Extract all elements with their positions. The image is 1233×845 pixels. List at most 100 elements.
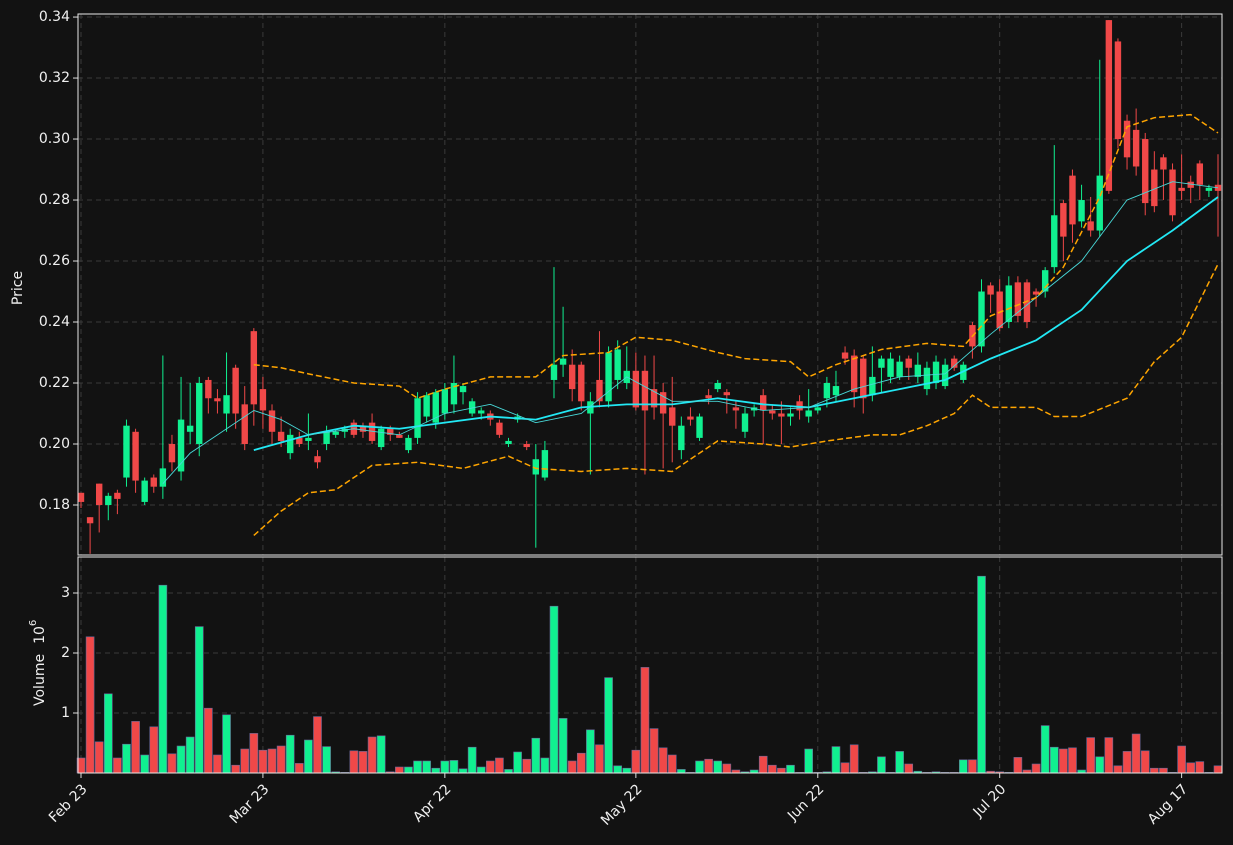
candle-body [914,364,922,377]
volume-bar [1059,748,1068,774]
volume-unit-exponent: 6 [28,620,39,626]
volume-bar [185,736,195,774]
candle-body [268,410,276,432]
candle-body [223,395,230,414]
candle-body [377,428,385,448]
candle-body [1005,285,1012,323]
candle-body [432,392,439,423]
volume-bar [1104,737,1114,774]
volume-bar [904,763,914,774]
volume-bar [713,760,723,774]
volume-bar [1013,757,1023,774]
volume-bar [831,746,841,774]
volume-bar [576,752,586,774]
candle-body [732,407,740,411]
candle-body [850,355,858,393]
volume-bar [1213,765,1223,774]
volume-bar [1177,745,1186,774]
candle-body [705,395,712,399]
candle-body [687,416,694,420]
y-tick-label: 0.22 [39,375,70,391]
volume-bar [167,753,177,774]
candle-body [123,425,130,478]
volume-bar [840,762,850,774]
candle-body [659,392,667,414]
volume-bar [1113,765,1123,774]
candle-body [405,437,412,451]
volume-bar [304,739,313,774]
candle-body [332,431,339,435]
indicator-line [253,113,1219,400]
candle-body [1114,41,1122,140]
volume-bar [222,714,231,774]
indicator-line [162,181,1219,484]
volume-bar [777,767,786,774]
volume-bar [704,758,713,774]
volume-bar [204,707,213,774]
candle-body [814,407,821,411]
candle-body [887,358,894,377]
candle-body [141,480,148,502]
volume-bar [722,763,732,774]
candle-body [841,352,849,359]
candle-body [86,517,94,524]
y-tick-label: 0.18 [39,497,70,513]
volume-bar [804,748,813,774]
candle-body [823,383,831,399]
volume-bar [395,766,404,774]
candle-body [1132,129,1140,167]
candle-body [769,410,776,414]
volume-bar [677,769,686,774]
candle-body [414,398,421,438]
indicator-line [253,196,1219,451]
candle-body [1069,175,1076,225]
candle-body [1169,169,1176,216]
candle-body [1087,221,1094,231]
candle-body [177,419,185,472]
volume-bar [249,733,259,774]
candle-body [441,389,449,414]
candle-body [1060,203,1067,237]
candle-body [805,410,812,417]
volume-bar [176,745,186,774]
volume-bar [968,759,977,774]
volume-bar [649,728,659,774]
candle-body [941,364,949,387]
volume-bar [413,760,422,774]
price-frame [77,13,1223,556]
candle-body [787,413,794,417]
candle-body [1051,215,1058,268]
volume-bar [540,757,550,774]
volume-bar [786,764,795,774]
volume-bar [522,758,532,774]
volume-bar [122,743,131,774]
candle-body [678,425,685,451]
candle-body [396,434,403,438]
candle-body [1105,20,1113,191]
volume-bar [431,767,441,774]
candle-body [932,361,940,384]
volume-bar [1140,750,1150,774]
volume-bar [1131,733,1141,774]
y-tick-label: 0.30 [39,131,70,147]
volume-bar [449,760,459,774]
volume-bar [231,764,240,774]
volume-bar [604,677,613,774]
volume-bar [495,757,504,774]
candle-body [605,352,612,402]
volume-bar [977,575,986,774]
candle-body [478,410,485,414]
y-tick-label: 0.24 [39,314,70,330]
candle-body [1205,187,1213,191]
candle-body [423,395,430,417]
candle-body [205,379,212,399]
volume-bar [267,748,277,774]
volume-bar [1195,761,1205,774]
volume-frame [77,556,1223,774]
candle-body [896,361,903,377]
volume-bar [667,754,677,774]
candle-body [550,364,558,380]
candle-body [468,401,476,414]
volume-unit-base: 10 [32,626,48,644]
